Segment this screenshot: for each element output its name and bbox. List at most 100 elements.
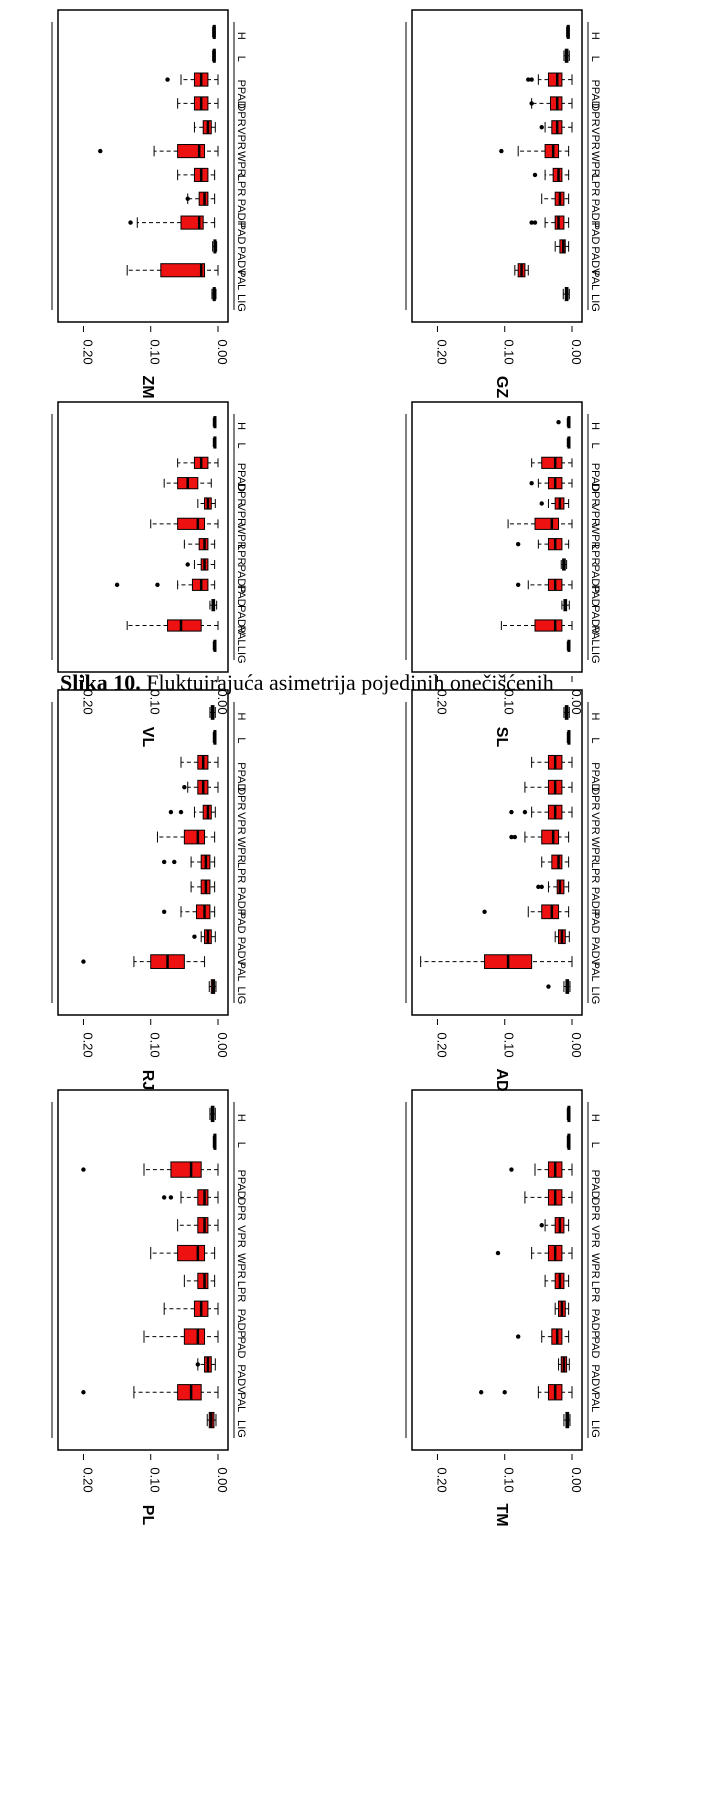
- category-label: WPR: [589, 837, 601, 863]
- category-label: VPR: [589, 504, 601, 527]
- box-lpr: LPR: [515, 538, 601, 566]
- outlier-point: [556, 419, 561, 425]
- category-label: H: [589, 32, 601, 40]
- category-label: WPR: [235, 524, 247, 550]
- tick-label: 0.20: [434, 339, 449, 364]
- box-h: H: [566, 1105, 601, 1123]
- outlier-point: [178, 809, 184, 815]
- category-label: L: [589, 443, 601, 449]
- box-dpr: DPR: [524, 1189, 601, 1221]
- box-iqr: [180, 215, 204, 230]
- category-label: VPR: [235, 127, 247, 150]
- outlier-point: [168, 1195, 174, 1200]
- category-label: PADV: [235, 605, 247, 635]
- category-label: LPR: [589, 544, 601, 565]
- outlier-point: [539, 125, 544, 130]
- category-label: PAL: [589, 270, 601, 290]
- box-vpr: VPR: [193, 120, 247, 150]
- panel-frame: [57, 689, 229, 1016]
- box-pal: PAL: [514, 263, 601, 290]
- box-iqr: [541, 904, 560, 920]
- box-iqr: [195, 904, 211, 920]
- box-h: H: [566, 24, 601, 40]
- box-wpr: WPR: [156, 829, 247, 863]
- outlier-point: [515, 582, 521, 588]
- outlier-point: [536, 884, 541, 890]
- category-label: H: [235, 32, 247, 40]
- tick-label: 0.20: [80, 339, 95, 364]
- category-label: PADP: [589, 1309, 601, 1338]
- panel-frame: [57, 1089, 229, 1451]
- box-iqr: [551, 854, 563, 870]
- category-label: PPAD: [235, 463, 247, 492]
- category-label: PADV: [589, 605, 601, 635]
- box-wpr: WPR: [495, 1244, 601, 1279]
- outlier-point: [161, 859, 167, 865]
- box-vpr: VPR: [509, 804, 601, 835]
- tick-label: 0.20: [434, 1467, 449, 1492]
- box-lpr: LPR: [541, 854, 601, 883]
- box-iqr: [177, 1384, 202, 1401]
- outlier-point: [539, 884, 544, 890]
- box-vpr: VPR: [539, 120, 601, 150]
- outlier-point: [522, 809, 528, 815]
- box-pad: PAD: [143, 1328, 247, 1358]
- box-l: L: [212, 48, 247, 63]
- box-padp: PADP: [560, 558, 601, 594]
- category-label: PADV: [235, 1364, 247, 1394]
- outlier-point: [495, 1250, 501, 1256]
- category-label: H: [235, 1114, 247, 1122]
- category-label: L: [235, 737, 247, 743]
- tick-label: 0.20: [434, 689, 449, 714]
- box-l: L: [212, 730, 247, 745]
- box-lig: LIG: [563, 1411, 601, 1438]
- category-label: PPAD: [235, 80, 247, 109]
- tick-label: 0.20: [80, 1032, 95, 1057]
- outlier-point: [81, 959, 86, 964]
- tick-label: 0.10: [148, 1032, 163, 1057]
- box-lig: LIG: [546, 979, 601, 1004]
- panel-frame: [57, 9, 229, 323]
- box-l: L: [212, 436, 247, 449]
- box-pal: PAL: [81, 954, 247, 982]
- outlier-point: [98, 148, 103, 154]
- category-label: WPR: [235, 151, 247, 177]
- box-l: L: [566, 730, 601, 745]
- box-vpr: VPR: [539, 1217, 601, 1248]
- panel-title: VL: [139, 727, 156, 748]
- outlier-point: [165, 77, 170, 82]
- category-label: LIG: [589, 294, 601, 312]
- category-label: WPR: [589, 1253, 601, 1279]
- tick-label: 0.10: [502, 1032, 517, 1057]
- figure-caption: Slika 10. Fluktuirajuća asimetrija pojed…: [60, 670, 554, 696]
- category-label: LPR: [589, 175, 601, 196]
- category-label: L: [589, 1142, 601, 1148]
- outlier-point: [532, 220, 538, 225]
- tick-label: 0.20: [434, 1032, 449, 1057]
- outlier-point: [81, 1167, 86, 1172]
- panel-frame: [411, 9, 583, 323]
- caption-label: Slika 10.: [60, 670, 141, 695]
- box-ppad: PPAD: [81, 1161, 247, 1199]
- box-wpr: WPR: [499, 144, 601, 177]
- box-ppad: PPAD: [509, 1161, 601, 1199]
- box-ppad: PPAD: [177, 456, 247, 492]
- tick-label: 0.10: [148, 339, 163, 364]
- category-label: LPR: [589, 862, 601, 883]
- outlier-point: [161, 909, 167, 914]
- category-label: H: [589, 712, 601, 720]
- category-label: VPR: [235, 1225, 247, 1248]
- box-ppad: PPAD: [531, 754, 601, 791]
- category-label: PAD: [235, 585, 247, 607]
- tick-label: 0.00: [215, 339, 230, 364]
- category-label: DPR: [235, 1197, 247, 1220]
- category-label: DPR: [589, 103, 601, 126]
- box-pad: PAD: [482, 904, 601, 934]
- box-l: L: [212, 1133, 247, 1150]
- outlier-point: [128, 220, 133, 225]
- category-label: L: [589, 56, 601, 62]
